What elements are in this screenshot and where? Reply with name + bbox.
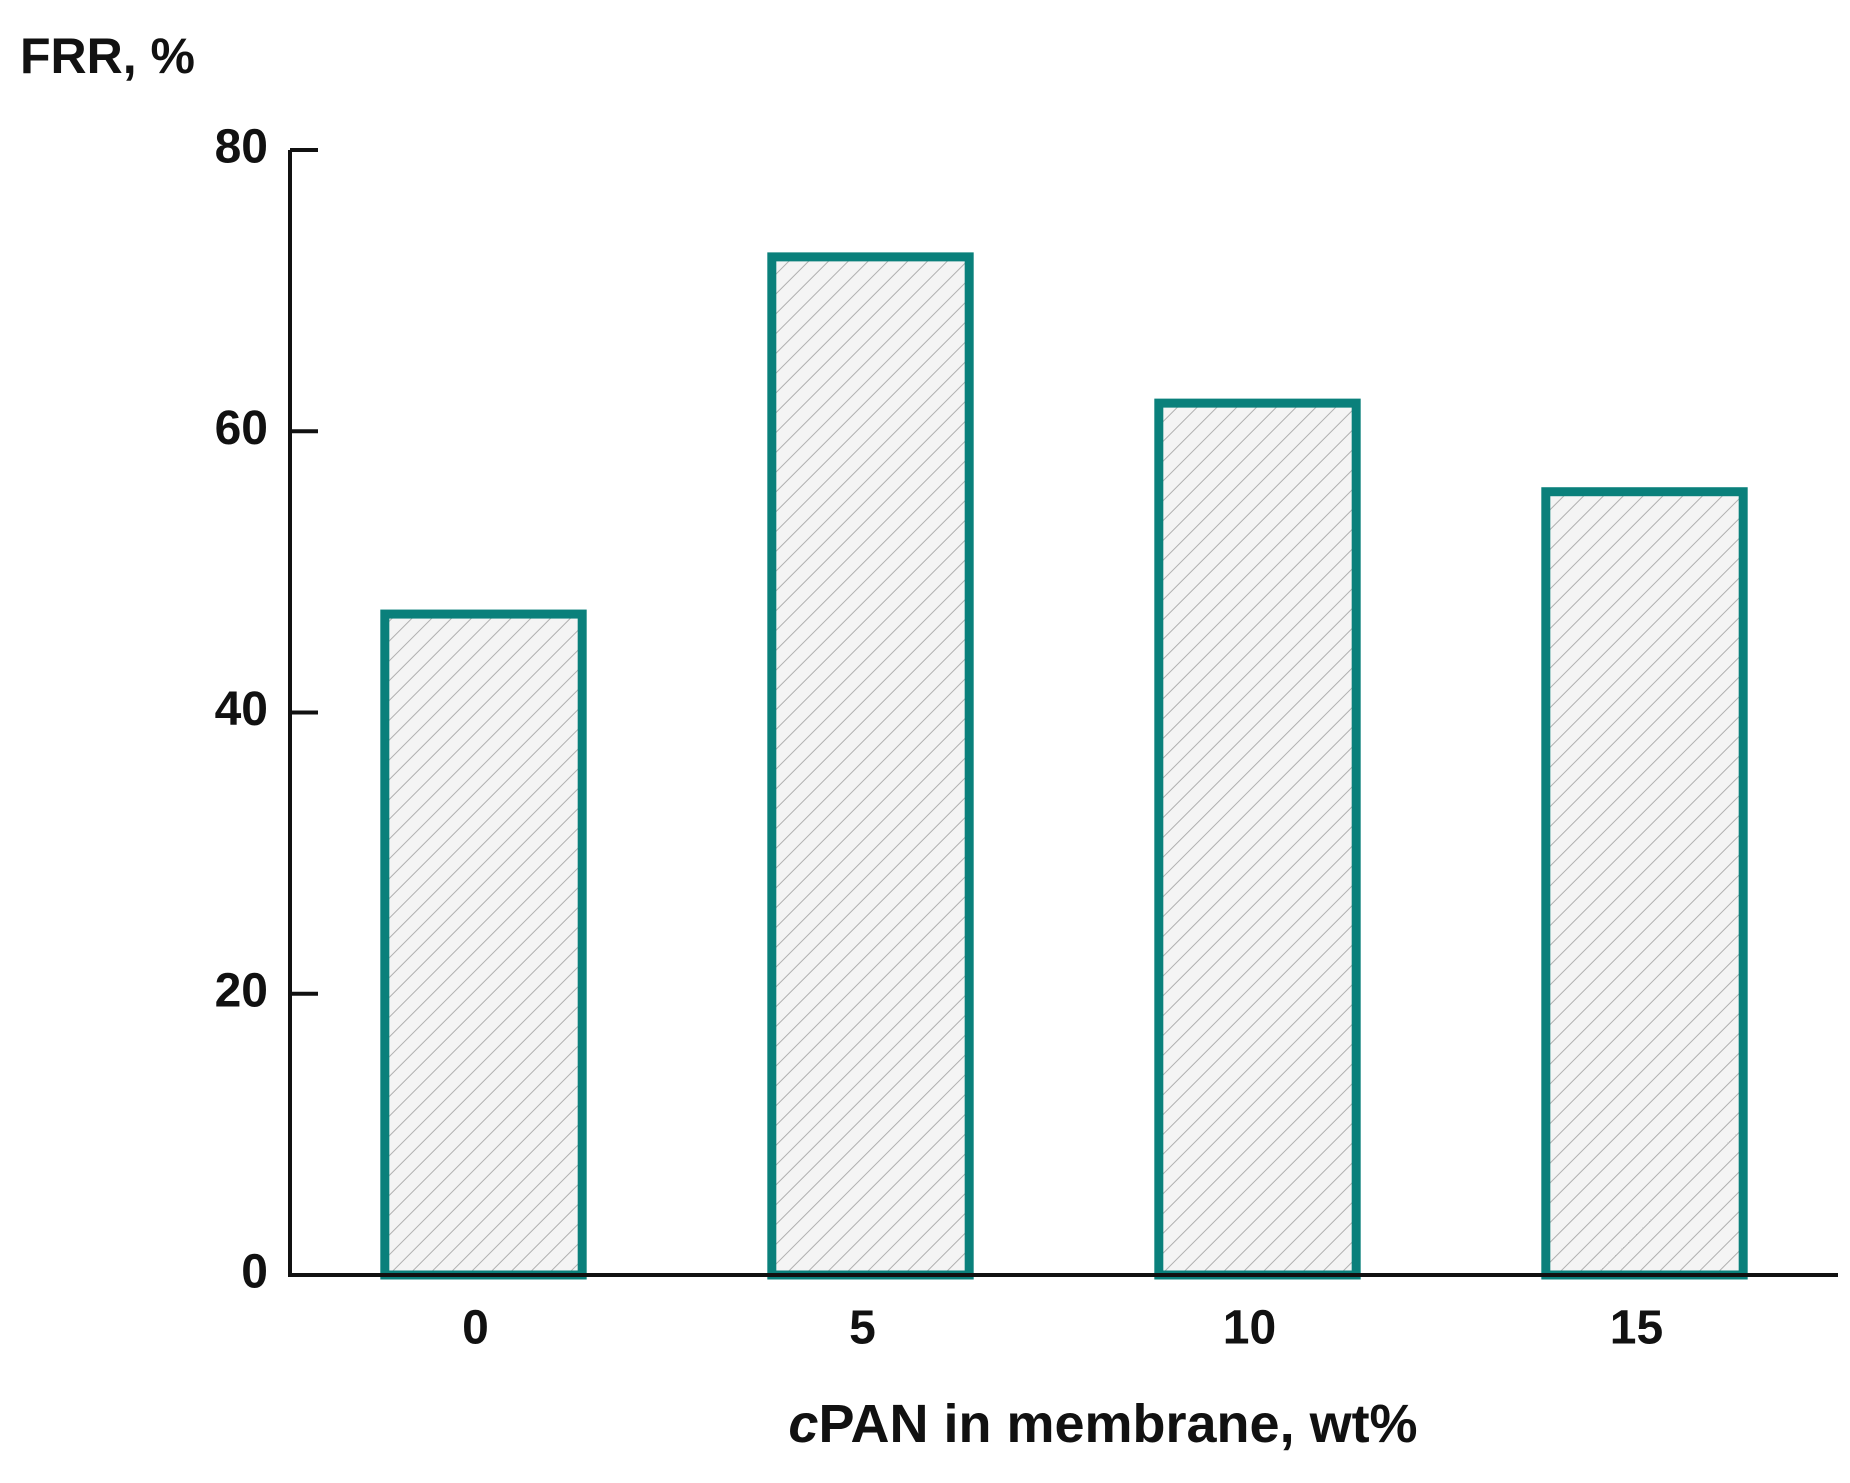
x-tick-label: 5: [849, 1302, 876, 1355]
x-axis-label: cPAN in membrane, wt%: [788, 1394, 1417, 1454]
x-tick-label: 15: [1610, 1302, 1663, 1355]
x-tick-label: 0: [462, 1302, 489, 1355]
y-tick-label: 60: [215, 402, 268, 455]
y-tick-label: 40: [215, 683, 268, 736]
bar: [767, 252, 974, 1280]
bar: [1154, 398, 1361, 1280]
y-tick-label: 80: [215, 121, 268, 174]
y-tick-label: 20: [215, 964, 268, 1017]
bar: [380, 609, 587, 1280]
x-tick-label: 10: [1223, 1302, 1276, 1355]
y-tick-label: 0: [241, 1246, 268, 1299]
y-axis-label: FRR, %: [20, 28, 195, 84]
bar: [1541, 487, 1748, 1280]
